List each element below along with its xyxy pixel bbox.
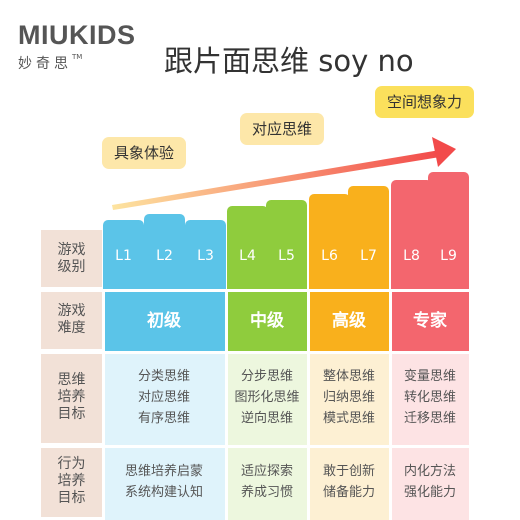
level-tab [391, 180, 432, 290]
behavior-goal-item: 思维培养启蒙 [124, 463, 203, 479]
thinking-goals-intermediate: 分步思维图形化思维逆向思维 [227, 352, 307, 443]
thinking-goals-advanced: 整体思维归纳思维模式思维 [309, 352, 389, 443]
thinking-goals-beginner: 分类思维对应思维有序思维 [103, 352, 225, 443]
logo-wordmark: MIUKIDS [18, 20, 136, 50]
column-divider [225, 289, 228, 520]
column-block-intermediate [227, 290, 307, 352]
thinking-goal-item: 变量思维 [403, 369, 456, 384]
level-tab [144, 214, 185, 290]
row-divider [41, 351, 469, 354]
brand-logo: MIUKIDS 妙奇思TM [18, 22, 136, 73]
level-label: L3 [197, 248, 214, 264]
thinking-goals-expert: 变量思维转化思维迁移思维 [391, 352, 469, 443]
level-label: L4 [239, 248, 256, 264]
row-label-behavior: 行为 培养 目标 [41, 446, 102, 517]
level-tab [185, 220, 226, 290]
level-tab [227, 206, 268, 290]
behavior-goal-item: 系统构建认知 [124, 484, 203, 500]
progress-arrow-shaft [112, 150, 440, 210]
column-block-expert [391, 290, 469, 352]
column-divider [102, 289, 105, 520]
difficulty-label-expert: 专家 [413, 310, 447, 331]
column-divider [389, 289, 392, 520]
logo-chinese-text: 妙奇思 [18, 56, 72, 72]
behavior-goal-item: 养成习惯 [240, 484, 293, 500]
behavior-goal-item: 强化能力 [403, 484, 456, 500]
column-block-advanced [309, 352, 389, 446]
column-block-expert [391, 446, 469, 520]
behavior-goal-item: 内化方法 [403, 463, 456, 479]
level-tab [266, 200, 307, 290]
thinking-goal-item: 分类思维 [137, 369, 190, 384]
thinking-goal-item: 转化思维 [403, 390, 456, 405]
behavior-goal-item: 适应探索 [240, 463, 293, 479]
level-tab [428, 172, 469, 290]
column-block-expert [391, 352, 469, 446]
row-divider [41, 289, 469, 292]
page-title: 跟片面思维 soy no [164, 44, 414, 78]
behavior-goals-advanced: 敢于创新 储备能力 [309, 446, 389, 517]
column-block-beginner [103, 290, 225, 352]
column-block-beginner [103, 352, 225, 446]
column-block-beginner [103, 446, 225, 520]
progress-arrow-head [432, 137, 456, 167]
thinking-goal-item: 逆向思维 [240, 411, 293, 426]
thinking-goal-item: 迁移思维 [403, 411, 456, 426]
column-block-advanced [309, 446, 389, 520]
stage-label-concrete: 具象体验 [102, 137, 187, 169]
thinking-goal-item: 对应思维 [137, 390, 190, 405]
stage-label-correspondence: 对应思维 [240, 113, 325, 145]
column-block-intermediate [227, 352, 307, 446]
thinking-goal-item: 分步思维 [240, 369, 293, 384]
difficulty-label-intermediate: 中级 [250, 310, 284, 331]
level-tab [348, 186, 389, 290]
level-tab [309, 194, 350, 290]
column-block-intermediate [227, 446, 307, 520]
thinking-goal-item: 模式思维 [322, 411, 375, 426]
row-divider [41, 445, 469, 448]
level-label: L9 [440, 248, 457, 264]
thinking-goal-item: 图形化思维 [234, 390, 300, 405]
row-label-level: 游戏 级别 [41, 230, 102, 287]
level-label: L7 [360, 248, 377, 264]
behavior-goal-item: 敢于创新 [322, 463, 375, 479]
thinking-goal-item: 有序思维 [137, 411, 190, 426]
level-label: L8 [403, 248, 420, 264]
thinking-goal-item: 整体思维 [322, 369, 375, 384]
behavior-goals-beginner: 思维培养启蒙 系统构建认知 [103, 446, 225, 517]
column-block-advanced [309, 290, 389, 352]
behavior-goal-item: 储备能力 [322, 484, 375, 500]
level-label: L6 [321, 248, 338, 264]
logo-chinese: 妙奇思TM [18, 53, 136, 73]
difficulty-label-beginner: 初级 [147, 310, 181, 331]
behavior-goals-intermediate: 适应探索 养成习惯 [227, 446, 307, 517]
difficulty-label-advanced: 高级 [332, 310, 366, 331]
level-label: L5 [278, 248, 295, 264]
row-label-thinking: 思维 培养 目标 [41, 352, 102, 443]
stage-label-spatial: 空间想象力 [375, 86, 475, 118]
row-label-difficulty: 游戏 难度 [41, 290, 102, 349]
level-label: L2 [156, 248, 173, 264]
level-tab [103, 220, 144, 290]
level-label: L1 [115, 248, 132, 264]
logo-trademark: TM [72, 53, 83, 61]
thinking-goal-item: 归纳思维 [322, 390, 375, 405]
column-divider [307, 289, 310, 520]
behavior-goals-expert: 内化方法 强化能力 [391, 446, 469, 517]
